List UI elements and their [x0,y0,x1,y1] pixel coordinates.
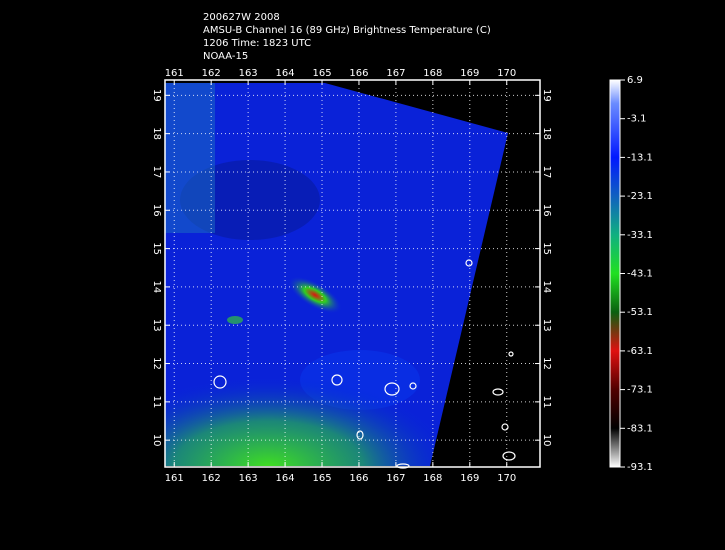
lat-label: 18 [541,127,552,140]
colorbar [609,79,621,468]
lon-label: 161 [165,473,184,484]
lat-label: 13 [151,319,162,332]
lat-label: 18 [151,127,162,140]
lat-label: 12 [541,357,552,370]
lon-label: 165 [312,473,331,484]
lat-label: 16 [151,204,162,217]
lat-label: 10 [541,434,552,447]
lon-label: 164 [276,68,295,79]
lon-label: 170 [497,68,516,79]
colorbar-label: -13.1 [627,152,653,163]
lon-label: 164 [276,473,295,484]
lat-label: 11 [151,395,162,408]
lon-label: 166 [349,68,368,79]
lat-label: 14 [541,281,552,294]
lat-label: 17 [151,166,162,179]
lat-label: 11 [541,395,552,408]
map-frame [164,79,541,468]
lat-label: 13 [541,319,552,332]
title-line: 200627W 2008 [203,12,280,23]
lon-label: 166 [349,473,368,484]
colorbar-label: -43.1 [627,269,653,280]
colorbar-label: -3.1 [627,114,647,125]
swath [165,83,508,466]
colorbar-label: -63.1 [627,346,653,357]
lon-label: 169 [460,68,479,79]
coastlines [213,259,516,469]
lon-label: 165 [312,68,331,79]
lon-label: 167 [386,68,405,79]
lon-label: 161 [165,68,184,79]
lat-label: 15 [541,242,552,255]
title-line: 1206 Time: 1823 UTC [203,38,311,49]
title-line: AMSU-B Channel 16 (89 GHz) Brightness Te… [203,25,491,36]
lat-label: 19 [541,89,552,102]
lat-label: 19 [151,89,162,102]
colorbar-label: -83.1 [627,423,653,434]
colorbar-label: -33.1 [627,230,653,241]
lon-label: 167 [386,473,405,484]
colorbar-label: -93.1 [627,462,653,473]
lon-label: 168 [423,473,442,484]
lon-label: 168 [423,68,442,79]
lon-label: 163 [239,68,258,79]
lat-label: 10 [151,434,162,447]
colorbar-label: -73.1 [627,385,653,396]
lat-label: 16 [541,204,552,217]
lon-label: 170 [497,473,516,484]
lon-label: 169 [460,473,479,484]
title-line: NOAA-15 [203,51,248,62]
colorbar-label: -23.1 [627,191,653,202]
lon-label: 162 [202,68,221,79]
colorbar-label: -53.1 [627,307,653,318]
lat-label: 14 [151,281,162,294]
lat-label: 12 [151,357,162,370]
lon-label: 162 [202,473,221,484]
lat-label: 17 [541,166,552,179]
lat-label: 15 [151,242,162,255]
lon-label: 163 [239,473,258,484]
colorbar-label: 6.9 [627,75,643,86]
